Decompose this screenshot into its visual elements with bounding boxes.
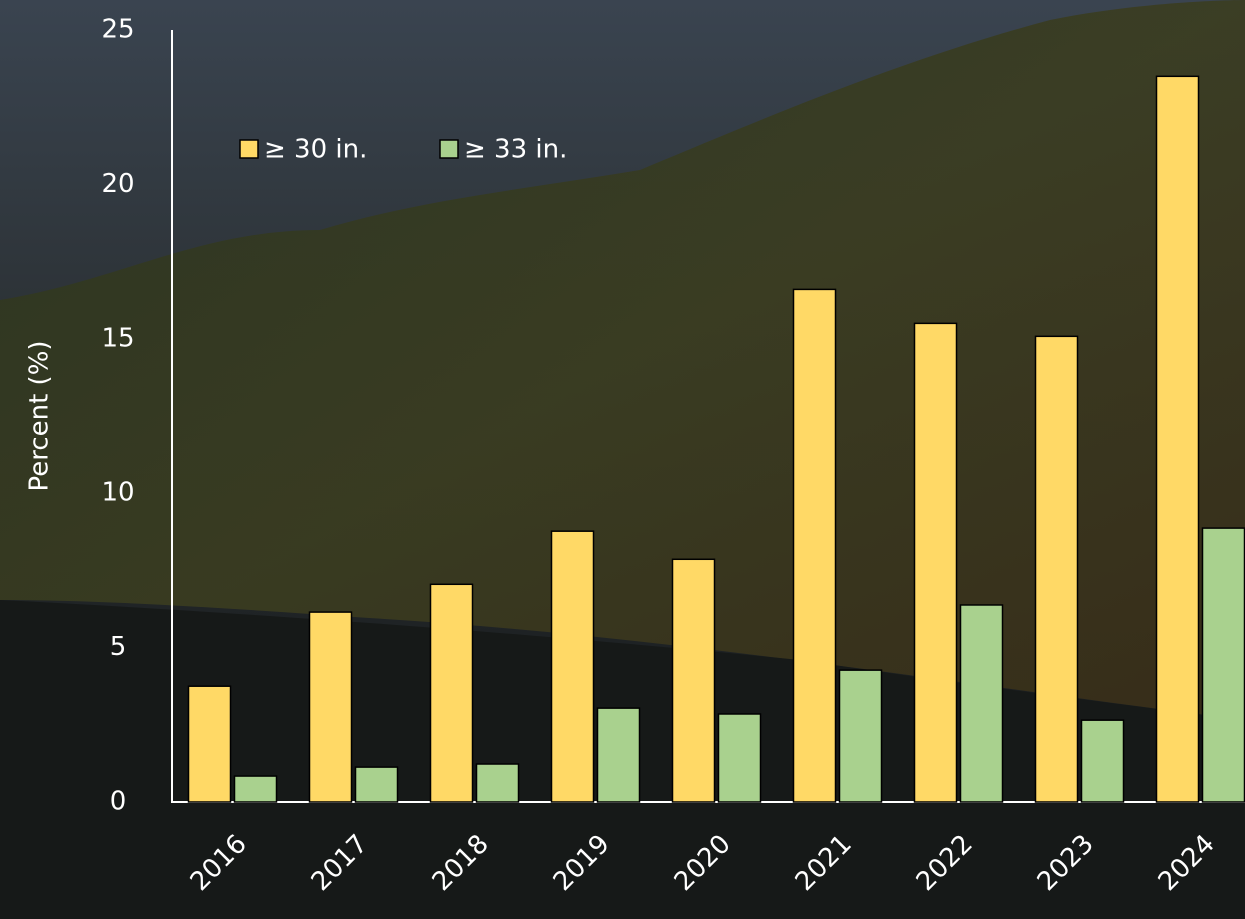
bar [596,707,641,803]
bar [1080,719,1125,803]
bar [1155,75,1200,803]
y-tick-label: 10 [101,478,134,508]
bar [717,713,762,803]
legend-label: ≥ 30 in. [264,135,367,165]
bar [187,685,232,803]
legend-swatch [439,139,459,159]
bar [671,558,716,803]
bar [550,530,595,803]
bar [475,763,520,803]
y-tick-label: 20 [101,169,134,199]
bar [913,322,958,803]
y-tick-label: 5 [110,632,127,662]
y-tick-label: 0 [110,787,127,817]
bar [354,766,399,803]
bar [792,288,837,803]
bar [1201,527,1245,803]
legend-swatch [239,139,259,159]
y-axis-label: Percent (%) [25,340,55,491]
y-tick-label: 25 [101,15,134,45]
bar [429,583,474,803]
bar [959,604,1004,803]
bar [838,669,883,803]
bar [308,611,353,803]
legend-label: ≥ 33 in. [464,135,567,165]
bar [1034,335,1079,803]
y-tick-label: 15 [101,323,134,353]
bar [233,775,278,803]
